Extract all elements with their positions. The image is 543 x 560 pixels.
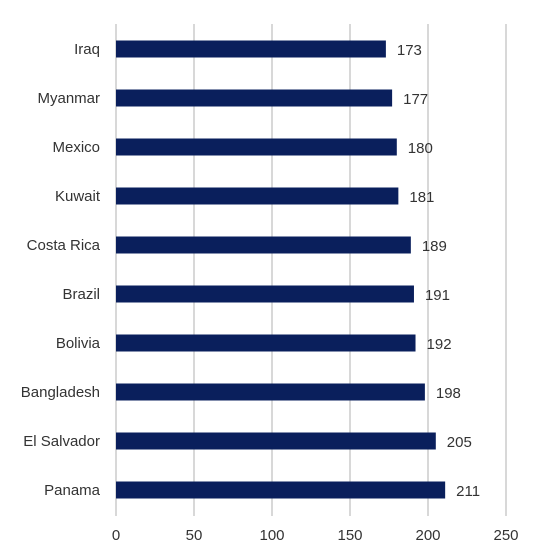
category-label: Mexico xyxy=(52,139,100,156)
x-tick-label: 150 xyxy=(337,527,362,544)
labels: 0 50 100 150 200 250 Iraq 173 Myanmar 177 Mexico 18… xyxy=(21,41,519,544)
category-label: Brazil xyxy=(62,286,100,303)
x-tick-label: 200 xyxy=(415,527,440,544)
category-label: Bolivia xyxy=(56,335,101,352)
data-label: 181 xyxy=(409,189,434,206)
bar-mexico xyxy=(116,138,397,156)
data-label: 189 xyxy=(422,238,447,255)
data-label: 211 xyxy=(456,483,480,500)
bar-myanmar xyxy=(116,89,393,107)
x-tick-label: 100 xyxy=(259,527,284,544)
category-label: Costa Rica xyxy=(27,237,101,254)
bar-bangladesh xyxy=(116,383,425,401)
bar-panama xyxy=(116,481,446,499)
data-label: 198 xyxy=(436,385,461,402)
x-tick-label: 250 xyxy=(493,527,518,544)
bar-brazil xyxy=(116,285,414,303)
data-label: 180 xyxy=(408,140,433,157)
data-label: 173 xyxy=(397,42,422,59)
data-label: 205 xyxy=(447,434,472,451)
bar-kuwait xyxy=(116,187,399,205)
category-label: Bangladesh xyxy=(21,384,100,401)
bar-el-salvador xyxy=(116,432,436,450)
data-label: 177 xyxy=(403,91,428,108)
bars xyxy=(116,40,446,499)
bar-bolivia xyxy=(116,334,416,352)
category-label: Iraq xyxy=(74,41,100,58)
bar-iraq xyxy=(116,40,386,58)
bar-costa-rica xyxy=(116,236,411,254)
category-label: Panama xyxy=(44,482,101,499)
x-tick-label: 50 xyxy=(186,527,203,544)
category-label: El Salvador xyxy=(23,433,100,450)
category-label: Myanmar xyxy=(37,90,100,107)
x-tick-label: 0 xyxy=(112,527,120,544)
category-label: Kuwait xyxy=(55,188,101,205)
data-label: 192 xyxy=(427,336,452,353)
data-label: 191 xyxy=(425,287,450,304)
